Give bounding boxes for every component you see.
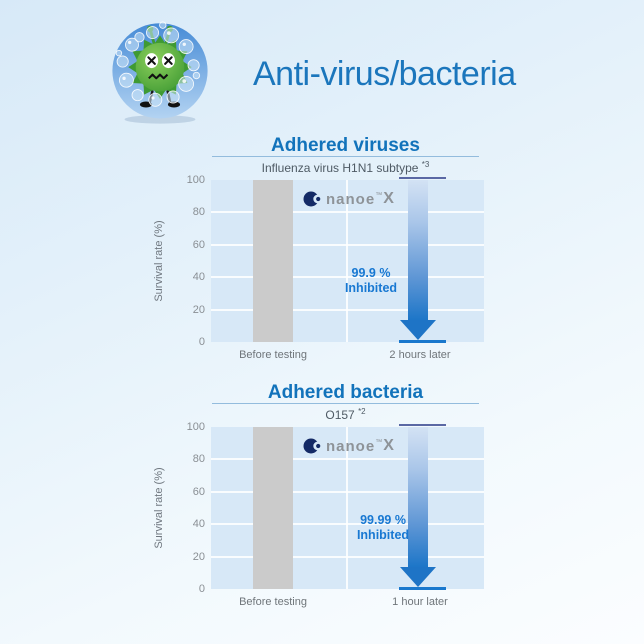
nanoe-logo-x: X bbox=[383, 190, 394, 207]
decline-arrow-shaft bbox=[408, 427, 428, 567]
start-level-marker bbox=[399, 177, 446, 179]
chart-title: Adhered viruses bbox=[271, 135, 420, 156]
y-tick-20: 20 bbox=[192, 304, 205, 316]
chart-subtitle: Influenza virus H1N1 subtype *3 bbox=[162, 160, 529, 175]
y-tick-100: 100 bbox=[186, 421, 205, 433]
result-annotation: 99.9 % Inhibited bbox=[321, 266, 421, 296]
y-axis-label: Survival rate (%) bbox=[153, 220, 165, 302]
nanoe-logo-x: X bbox=[383, 437, 394, 454]
subtitle-text: Influenza virus H1N1 subtype bbox=[261, 161, 419, 175]
title-underline bbox=[212, 156, 479, 157]
x-label-after: 2 hours later bbox=[389, 349, 451, 361]
subtitle-footnote-mark: *2 bbox=[358, 407, 366, 416]
trademark-mark: ™ bbox=[375, 438, 383, 446]
end-level-marker bbox=[399, 587, 446, 590]
subtitle-text: O157 bbox=[325, 408, 355, 422]
gridline-vertical bbox=[346, 180, 348, 342]
result-annotation: 99.99 % Inhibited bbox=[333, 513, 433, 543]
chart-adhered-viruses: Adhered viruses Influenza virus H1N1 sub… bbox=[0, 133, 644, 381]
chart-subtitle: O157 *2 bbox=[162, 407, 529, 422]
y-tick-0: 0 bbox=[198, 583, 205, 595]
result-label: Inhibited bbox=[356, 528, 410, 542]
y-tick-40: 40 bbox=[192, 518, 205, 530]
nanoe-x-logo: nanoe ™ X bbox=[303, 189, 394, 209]
subtitle-footnote-mark: *3 bbox=[421, 160, 430, 169]
y-tick-100: 100 bbox=[186, 174, 205, 186]
x-label-after: 1 hour later bbox=[392, 596, 448, 608]
end-level-marker bbox=[399, 340, 446, 343]
plot-area: nanoe ™ X bbox=[211, 427, 484, 589]
x-label-before-testing: Before testing bbox=[239, 349, 307, 361]
y-tick-20: 20 bbox=[192, 551, 205, 563]
trademark-mark: ™ bbox=[375, 191, 383, 199]
plot-area: nanoe ™ X bbox=[211, 180, 484, 342]
y-tick-40: 40 bbox=[192, 271, 205, 283]
nanoe-dot-icon bbox=[303, 191, 322, 207]
virus-mascot-icon bbox=[112, 21, 208, 124]
page-title: Anti-virus/bacteria bbox=[253, 55, 516, 93]
result-value: 99.9 % bbox=[351, 266, 391, 280]
y-tick-60: 60 bbox=[192, 239, 205, 251]
y-tick-60: 60 bbox=[192, 486, 205, 498]
result-label: Inhibited bbox=[344, 281, 398, 295]
before-testing-bar bbox=[253, 427, 293, 589]
result-value: 99.99 % bbox=[360, 513, 406, 527]
y-tick-0: 0 bbox=[198, 336, 205, 348]
gridline-vertical bbox=[346, 427, 348, 589]
before-testing-bar bbox=[253, 180, 293, 342]
title-underline bbox=[212, 403, 479, 404]
nanoe-logo-text: nanoe bbox=[326, 437, 376, 455]
nanoe-dot-icon bbox=[303, 438, 322, 454]
chart-adhered-bacteria: Adhered bacteria O157 *2 Survival rate (… bbox=[0, 380, 644, 628]
decline-arrow-shaft bbox=[408, 180, 428, 320]
decline-arrow-head bbox=[400, 320, 436, 340]
y-tick-80: 80 bbox=[192, 453, 205, 465]
x-label-before-testing: Before testing bbox=[239, 596, 307, 608]
chart-title: Adhered bacteria bbox=[267, 382, 424, 403]
y-tick-80: 80 bbox=[192, 206, 205, 218]
start-level-marker bbox=[399, 424, 446, 426]
nanoe-x-logo: nanoe ™ X bbox=[303, 436, 394, 456]
y-axis-label: Survival rate (%) bbox=[153, 467, 165, 549]
nanoe-logo-text: nanoe bbox=[326, 190, 376, 208]
decline-arrow-head bbox=[400, 567, 436, 587]
